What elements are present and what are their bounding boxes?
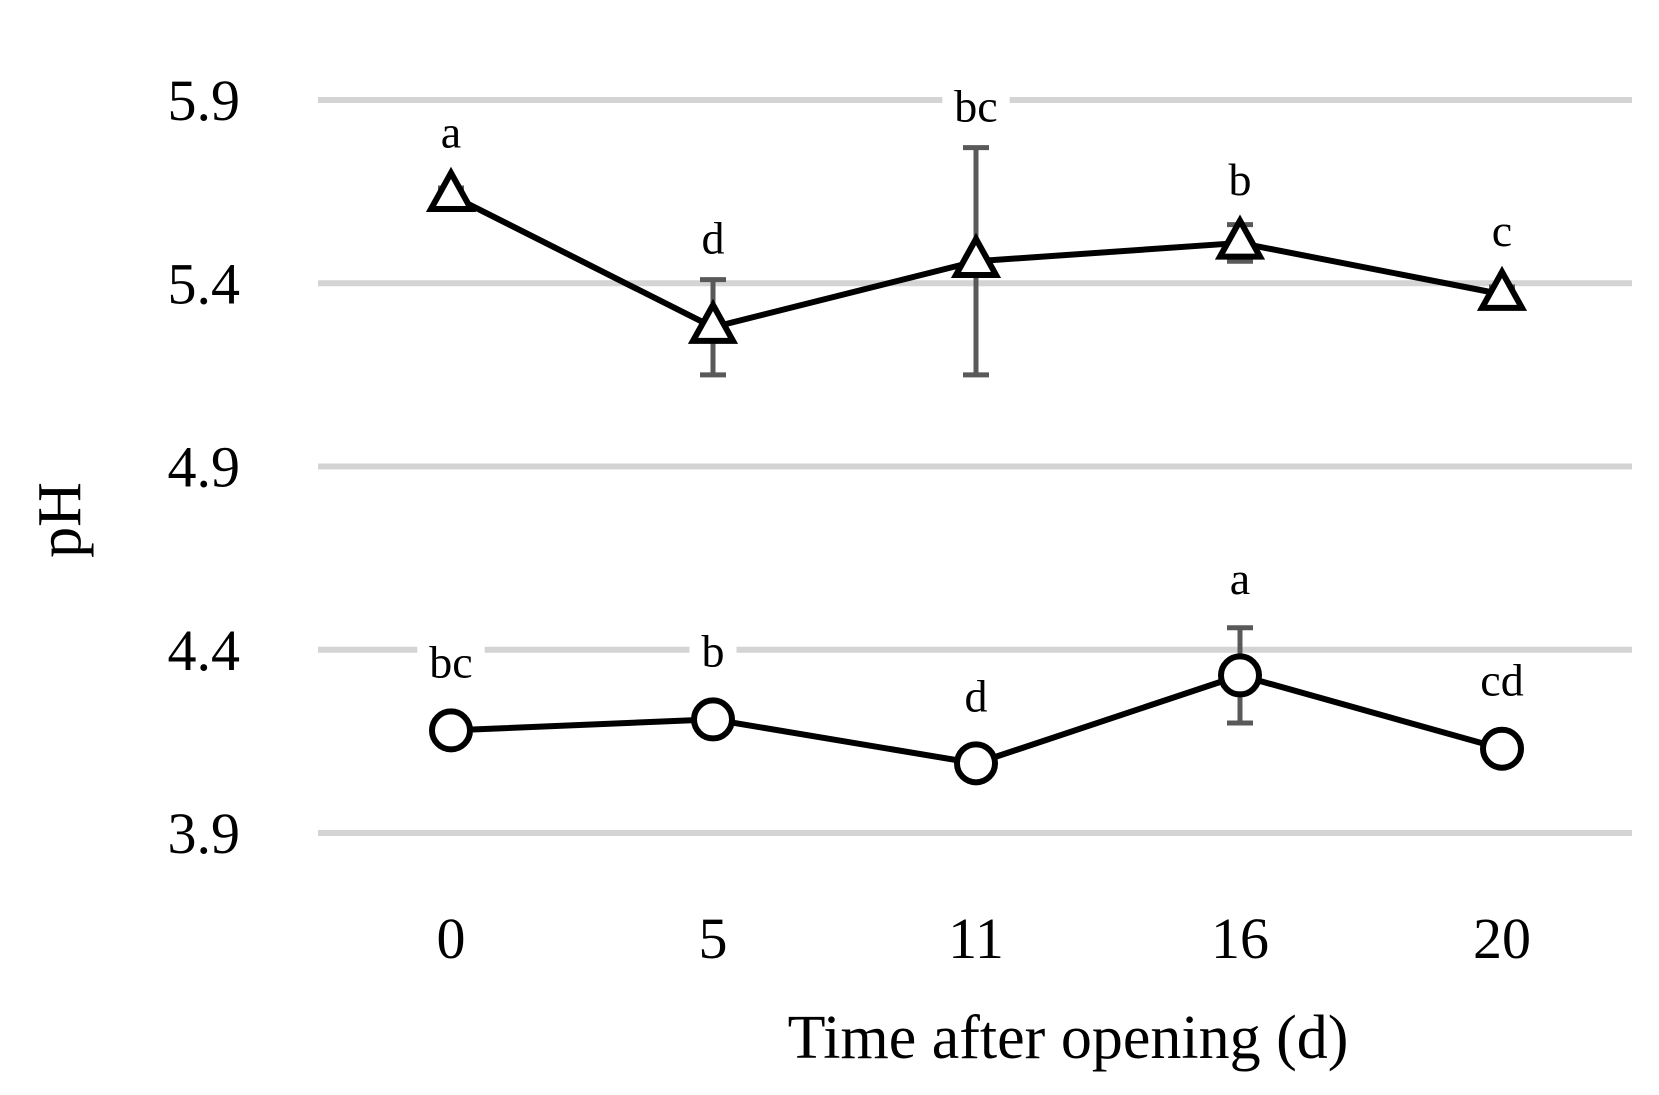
x-tick-label: 11: [948, 906, 1004, 971]
significance-label: d: [965, 670, 988, 721]
significance-label: b: [702, 625, 725, 676]
significance-label: d: [702, 213, 725, 264]
x-tick-label: 20: [1473, 906, 1531, 971]
circle-point: [957, 744, 995, 782]
triangle-point: [956, 239, 996, 275]
triangle-point: [431, 173, 471, 209]
y-tick-label: 4.4: [168, 618, 241, 683]
x-axis-title: Time after opening (d): [788, 1004, 1349, 1072]
circle-point: [432, 711, 470, 749]
significance-label: cd: [1480, 655, 1523, 706]
x-tick-label: 16: [1211, 906, 1269, 971]
series-circle: bc b d a cd: [417, 553, 1535, 783]
y-tick-label: 4.9: [168, 435, 241, 500]
circle-point: [694, 700, 732, 738]
significance-label: bc: [429, 636, 472, 687]
y-tick-label: 5.4: [168, 251, 241, 316]
y-tick-label: 5.9: [168, 68, 241, 133]
x-tick-label: 0: [437, 906, 466, 971]
significance-label: bc: [954, 81, 997, 132]
x-tick-label: 5: [699, 906, 728, 971]
triangle-point: [1220, 221, 1260, 257]
circle-point: [1483, 730, 1521, 768]
significance-label: c: [1492, 205, 1512, 256]
significance-label: a: [1230, 553, 1250, 604]
significance-label: b: [1229, 154, 1252, 205]
y-axis-title: pH: [26, 482, 94, 558]
x-axis-ticks: 0 5 11 16 20: [437, 906, 1532, 971]
significance-label: a: [441, 106, 461, 157]
y-tick-label: 3.9: [168, 801, 241, 866]
y-axis-ticks: 3.9 4.4 4.9 5.4 5.9: [168, 68, 241, 866]
circle-point: [1221, 656, 1259, 694]
